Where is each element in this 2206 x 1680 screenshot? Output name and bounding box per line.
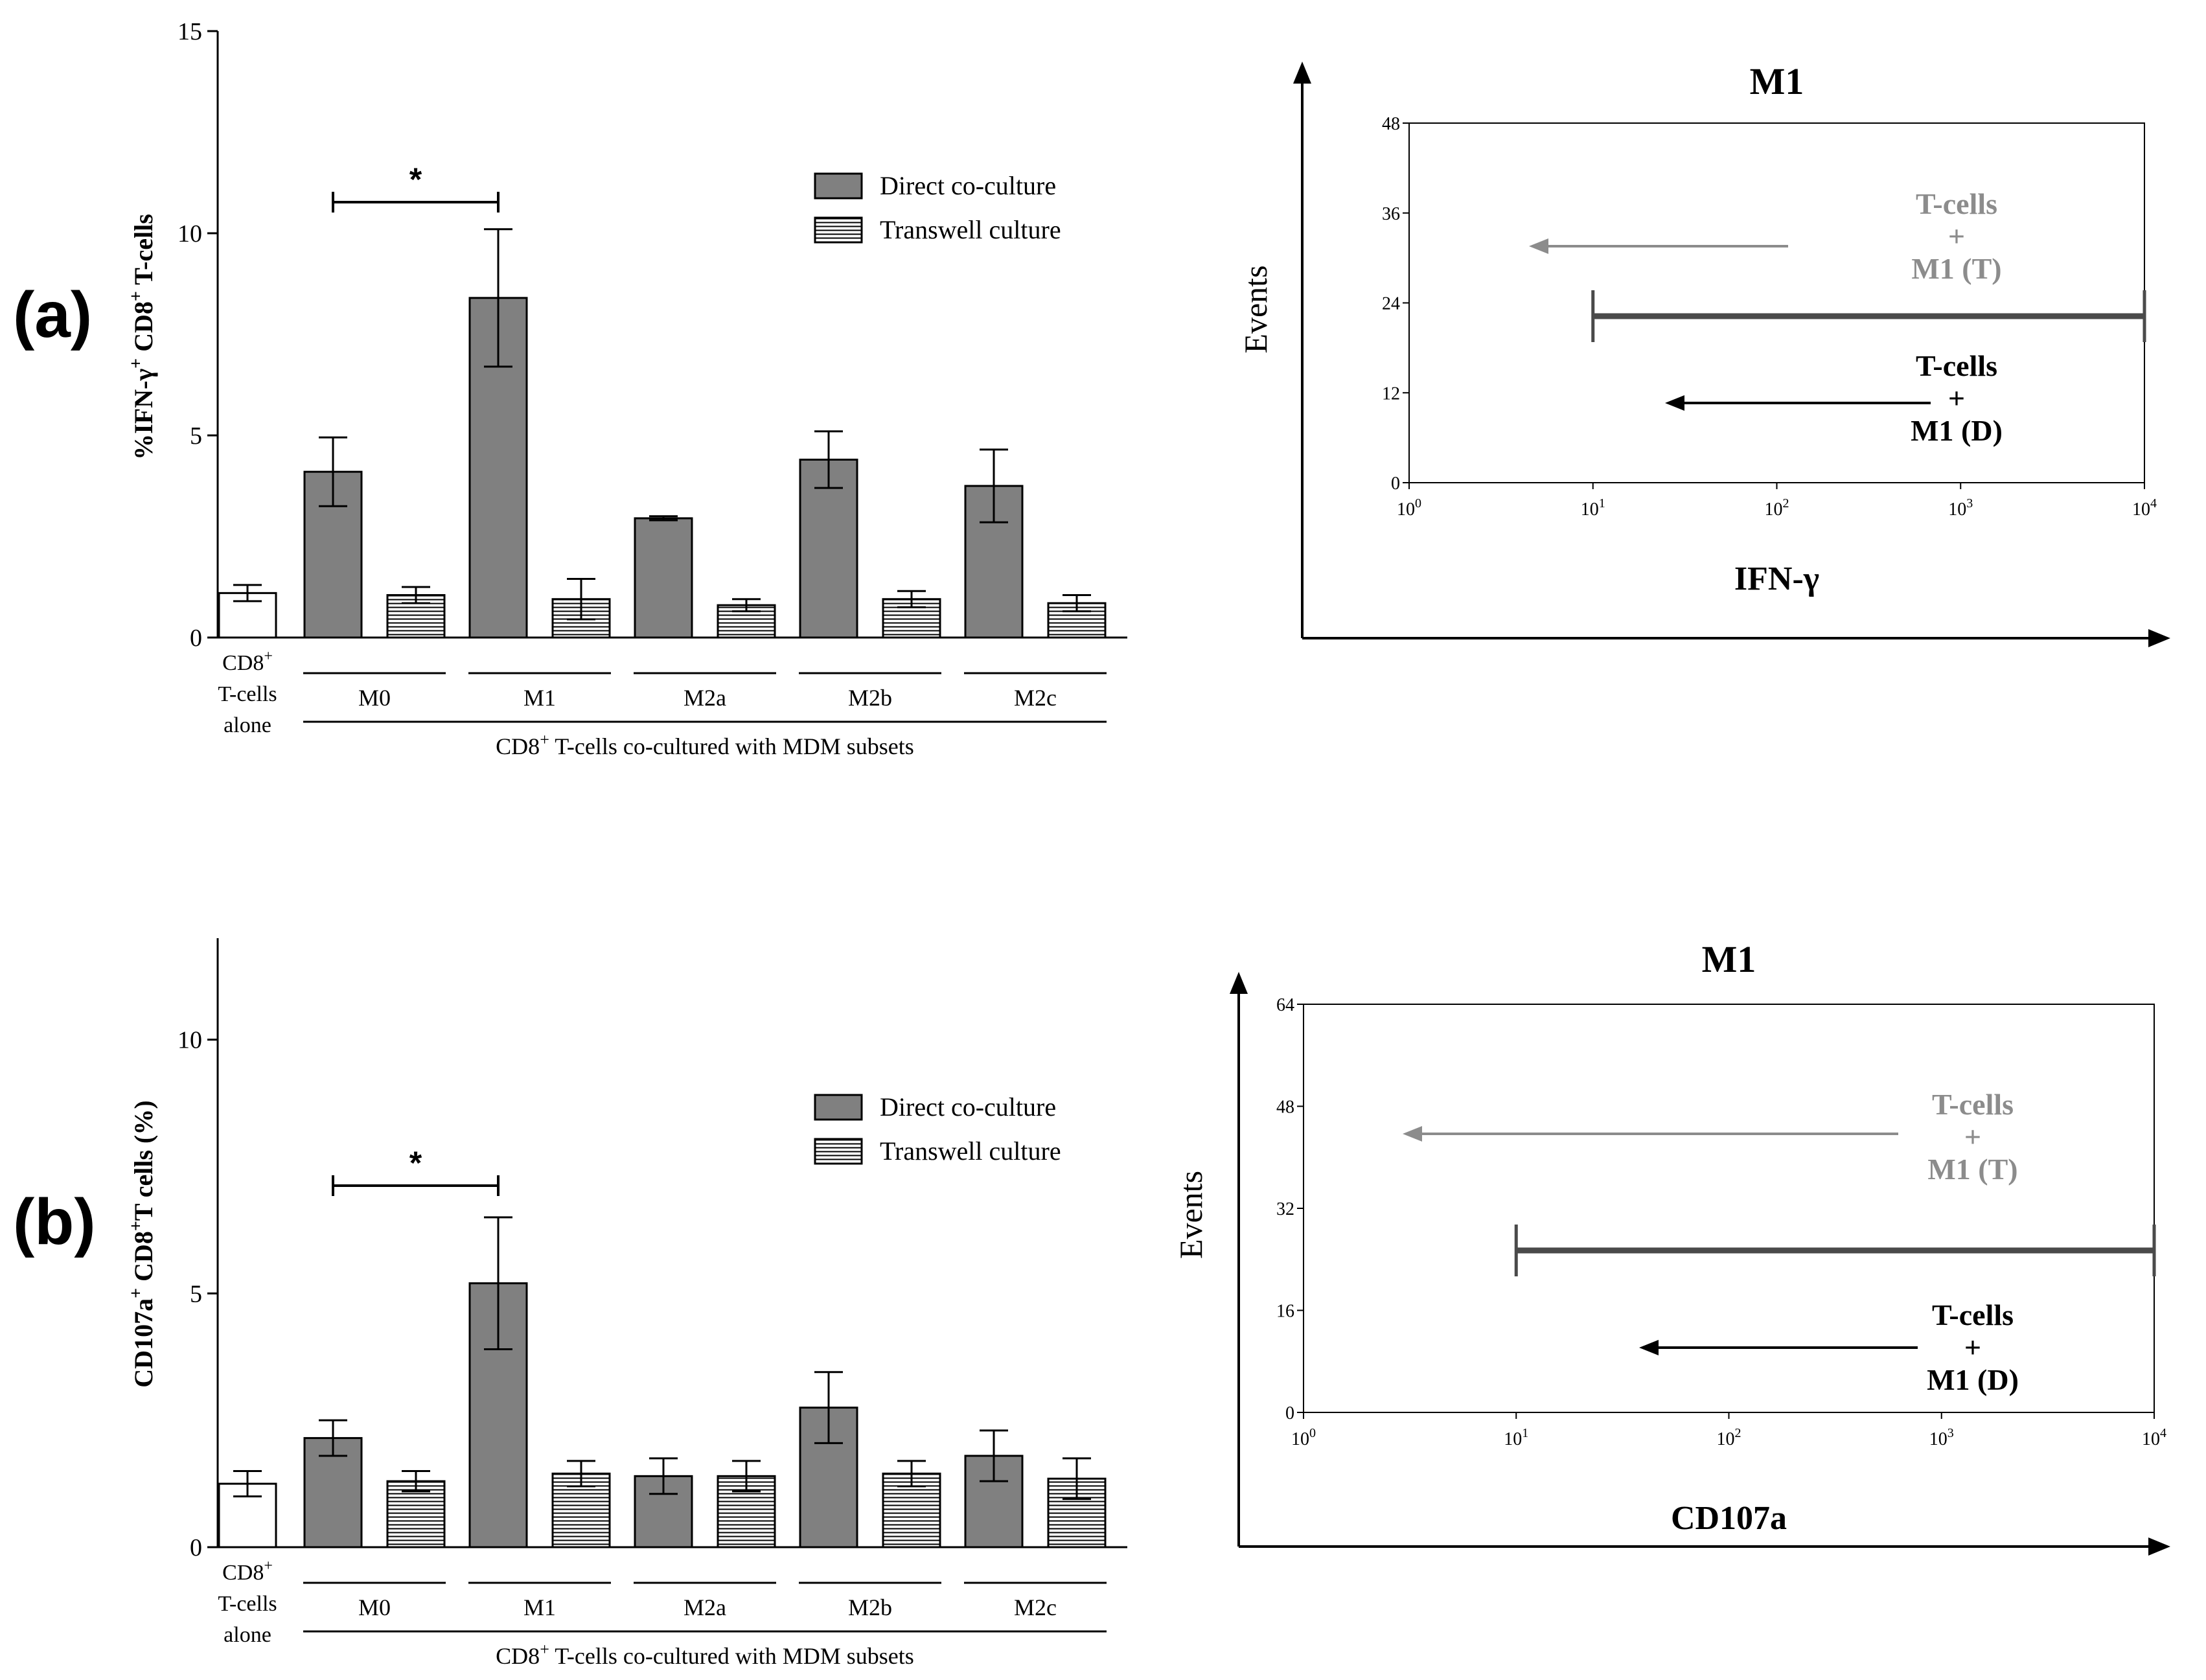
- hist-x-tick-label: 104: [2132, 496, 2157, 520]
- bar-chart-b: 0 5 10 CD107a+ CD8+T cells (%) M0 M1 M2a M2b M2c…: [126, 938, 1127, 1669]
- histogram-a: 0 12 24 36 48 100 101 102 103 104 M1 IFN-γ Events T-c…: [1237, 60, 2170, 647]
- y-tick-label: 10: [178, 220, 202, 247]
- legend-swatch-transwell: [814, 1138, 863, 1165]
- annotation-direct-line: T-cells: [1916, 349, 1997, 382]
- panel-label-a: (a): [13, 279, 92, 351]
- annotation-direct-line: +: [1964, 1331, 1981, 1364]
- group-label-M2c: M2c: [1014, 1594, 1057, 1620]
- annotation-direct-line: M1 (D): [1911, 414, 2003, 447]
- control-label: CD8+: [222, 648, 273, 675]
- y-axis-label: CD107a+ CD8+T cells (%): [126, 1100, 158, 1387]
- histogram-x-label: IFN-γ: [1734, 560, 1819, 597]
- x-axis-label: CD8+ T-cells co-cultured with MDM subset…: [496, 1640, 914, 1669]
- hist-y-tick-label: 24: [1382, 294, 1400, 314]
- hist-x-tick-label: 102: [1717, 1426, 1741, 1449]
- legend-swatch-direct: [814, 1094, 863, 1121]
- significance-star: *: [409, 1145, 422, 1181]
- y-tick-label: 0: [190, 1534, 202, 1561]
- hist-y-tick-label: 0: [1391, 474, 1400, 494]
- annotation-arrowhead-direct: [1639, 1340, 1659, 1355]
- y-tick-label: 5: [190, 1280, 202, 1307]
- outer-y-arrow: [1293, 62, 1311, 84]
- plot-frame: [1408, 122, 2145, 483]
- annotation-transwell-line: T-cells: [1916, 187, 1997, 220]
- hist-x-tick-label: 103: [1948, 496, 1973, 520]
- hist-y-tick-label: 12: [1382, 384, 1400, 404]
- histogram-title: M1: [1750, 60, 1804, 102]
- hist-y-tick-label: 48: [1276, 1098, 1294, 1118]
- control-label-line3: alone: [224, 1623, 271, 1647]
- legend-label-transwell: Transwell culture: [880, 1136, 1061, 1166]
- histogram-b: 0 16 32 48 64 100 101 102 103 104 M1 CD107a Events T-…: [1173, 938, 2170, 1556]
- hist-y-tick-label: 16: [1276, 1302, 1294, 1322]
- hist-x-tick-label: 102: [1765, 496, 1789, 520]
- plot-frame: [1303, 1004, 2155, 1413]
- hist-y-tick-label: 0: [1285, 1403, 1294, 1423]
- hist-x-tick-label: 101: [1504, 1426, 1528, 1449]
- hist-y-tick-label: 48: [1382, 114, 1400, 134]
- y-tick-label: 5: [190, 422, 202, 450]
- x-axis-label: CD8+ T-cells co-cultured with MDM subset…: [496, 730, 914, 759]
- legend-swatch-direct: [814, 172, 863, 200]
- bar-direct-M2a: [634, 517, 693, 639]
- control-label-line2: T-cells: [218, 1592, 277, 1616]
- bar-transwell-M2c: [1047, 602, 1107, 639]
- annotation-arrowhead-direct: [1665, 395, 1684, 411]
- group-label-M2b: M2b: [848, 685, 892, 711]
- bar-direct-M2b: [799, 458, 858, 639]
- bar-chart-a: 0 5 10 15 %IFN-γ+ CD8+ T-cells M0 M1 M2a M2b M2c C…: [126, 18, 1127, 759]
- annotation-transwell-line: M1 (T): [1927, 1153, 2017, 1186]
- hist-x-tick-label: 104: [2142, 1426, 2166, 1449]
- hist-x-tick-label: 100: [1291, 1426, 1316, 1449]
- hist-x-tick-label: 103: [1929, 1426, 1954, 1449]
- control-label: CD8+: [222, 1558, 273, 1585]
- legend-swatch-transwell: [814, 216, 863, 244]
- histogram-y-label: Events: [1237, 265, 1274, 353]
- group-label-M0: M0: [358, 1594, 391, 1620]
- y-tick-label: 0: [190, 625, 202, 652]
- hist-x-tick-label: 100: [1397, 496, 1421, 520]
- hist-x-tick-label: 101: [1581, 496, 1605, 520]
- annotation-direct-line: +: [1948, 382, 1965, 415]
- histogram-y-label: Events: [1173, 1171, 1209, 1259]
- y-axis-label: %IFN-γ+ CD8+ T-cells: [126, 214, 158, 460]
- annotation-transwell-line: +: [1964, 1120, 1981, 1153]
- annotation-transwell-line: M1 (T): [1911, 252, 2001, 285]
- control-label-line2: T-cells: [218, 682, 277, 706]
- group-label-M1: M1: [523, 685, 556, 711]
- y-tick-label: 10: [178, 1027, 202, 1054]
- control-label-line3: alone: [224, 713, 271, 737]
- group-label-M2a: M2a: [684, 685, 726, 711]
- outer-x-arrow: [2148, 629, 2170, 647]
- annotation-transwell-line: +: [1948, 220, 1965, 253]
- annotation-transwell-line: T-cells: [1932, 1088, 2014, 1121]
- group-label-M1: M1: [523, 1594, 556, 1620]
- annotation-direct-line: M1 (D): [1927, 1363, 2019, 1396]
- outer-y-arrow: [1230, 972, 1248, 994]
- legend-label-direct: Direct co-culture: [880, 171, 1056, 200]
- hist-y-tick-label: 64: [1276, 995, 1294, 1015]
- annotation-direct-line: T-cells: [1932, 1298, 2014, 1331]
- significance-star: *: [409, 161, 422, 198]
- legend-label-direct: Direct co-culture: [880, 1092, 1056, 1122]
- annotation-arrowhead-transwell: [1403, 1126, 1422, 1142]
- outer-x-arrow: [2148, 1537, 2170, 1556]
- panel-label-b: (b): [13, 1186, 96, 1258]
- group-label-M2c: M2c: [1014, 685, 1057, 711]
- y-tick-label: 15: [178, 18, 202, 45]
- group-label-M0: M0: [358, 685, 391, 711]
- hist-y-tick-label: 36: [1382, 204, 1400, 224]
- annotation-arrowhead-transwell: [1529, 238, 1548, 254]
- legend-label-transwell: Transwell culture: [880, 215, 1061, 244]
- histogram-title: M1: [1702, 938, 1756, 980]
- group-label-M2b: M2b: [848, 1594, 892, 1620]
- histogram-x-label: CD107a: [1671, 1500, 1787, 1537]
- group-label-M2a: M2a: [684, 1594, 726, 1620]
- hist-y-tick-label: 32: [1276, 1199, 1294, 1219]
